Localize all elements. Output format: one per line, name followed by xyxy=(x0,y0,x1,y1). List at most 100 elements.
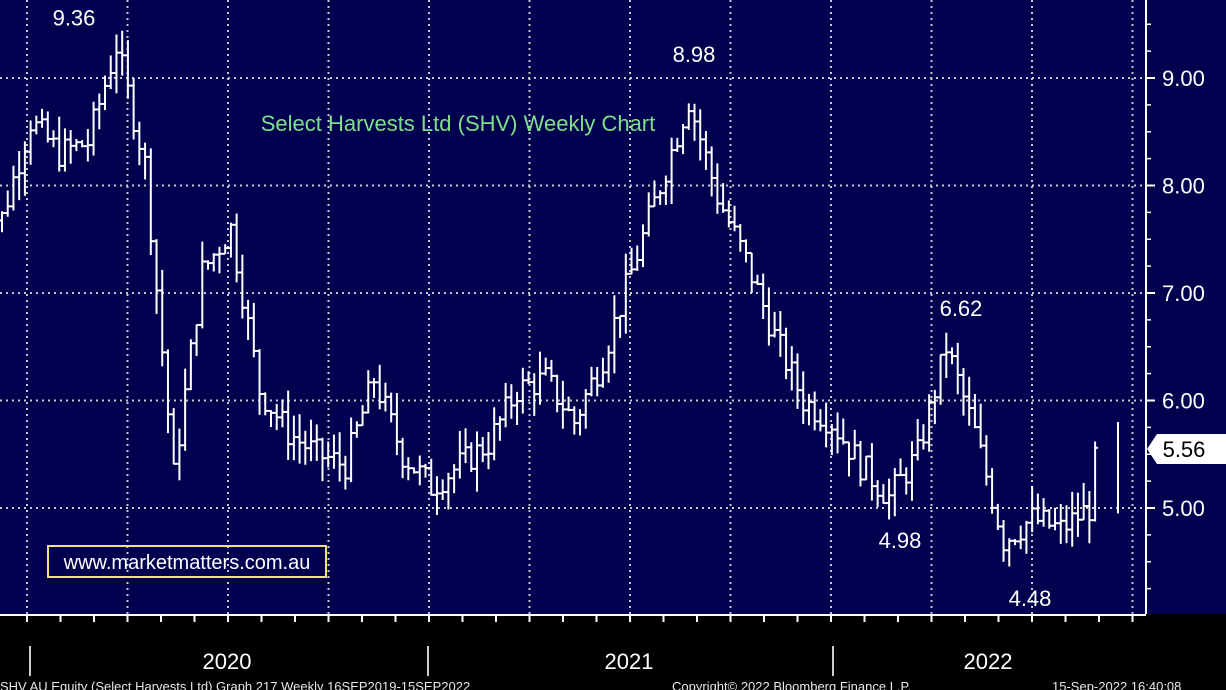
ohlc-bar xyxy=(737,224,744,252)
ohlc-bar xyxy=(21,141,28,196)
ohlc-bar xyxy=(1034,493,1041,525)
ohlc-bar xyxy=(868,443,875,501)
ohlc-bar xyxy=(920,424,927,450)
price-annotation: 4.98 xyxy=(879,528,922,553)
ohlc-bar xyxy=(657,190,664,205)
ohlc-bar xyxy=(639,224,646,268)
ohlc-bar xyxy=(1029,485,1036,533)
watermark-link[interactable]: www.marketmatters.com.au xyxy=(63,552,311,574)
ohlc-bar xyxy=(1000,519,1007,562)
ohlc-bar xyxy=(502,382,509,428)
price-annotation: 8.98 xyxy=(673,42,716,67)
ohlc-bar xyxy=(577,409,584,436)
ohlc-bar xyxy=(645,192,652,237)
ohlc-bar xyxy=(720,183,727,213)
ohlc-bar xyxy=(548,359,555,382)
ohlc-bar xyxy=(891,467,898,517)
ohlc-bar xyxy=(193,323,200,356)
ohlc-bar xyxy=(971,393,978,429)
ohlc-bar xyxy=(205,260,212,270)
ohlc-bar xyxy=(994,503,1001,531)
ohlc-bar xyxy=(926,394,933,452)
ohlc-bar xyxy=(182,368,189,451)
ohlc-bar xyxy=(222,244,229,255)
ohlc-bar xyxy=(508,384,515,419)
ohlc-bar xyxy=(456,430,463,479)
ohlc-bar xyxy=(914,419,921,461)
ohlc-bar xyxy=(445,472,452,510)
ohlc-bar xyxy=(124,40,131,99)
ohlc-bar xyxy=(210,253,217,272)
ohlc-bar xyxy=(874,480,881,508)
ohlc-bar xyxy=(531,373,538,416)
ohlc-bar xyxy=(1057,503,1064,544)
ohlc-bar xyxy=(399,437,406,479)
ohlc-bar xyxy=(805,393,812,426)
ohlc-bar xyxy=(61,128,68,172)
ohlc-bar xyxy=(348,417,355,483)
ohlc-bar xyxy=(611,295,618,374)
ohlc-bar xyxy=(405,457,412,481)
ohlc-bar xyxy=(216,246,223,274)
ohlc-bar xyxy=(1006,538,1013,567)
ohlc-bar xyxy=(777,311,784,357)
ohlc-bar xyxy=(342,455,349,490)
ohlc-bar xyxy=(79,140,86,148)
ohlc-bar xyxy=(16,151,23,201)
ohlc-bar xyxy=(514,391,521,425)
y-axis: 5.00 6.00 7.00 8.00 9.00 xyxy=(1145,0,1205,614)
ohlc-bar xyxy=(96,93,103,130)
ohlc-bar xyxy=(468,442,475,473)
ohlc-bar xyxy=(1046,509,1053,529)
ohlc-bar xyxy=(594,366,601,397)
ohlc-bar xyxy=(227,222,234,258)
ohlc-bar xyxy=(491,407,498,461)
ohlc-bar xyxy=(697,109,704,161)
ohlc-bar xyxy=(267,409,274,428)
ohlc-bar xyxy=(954,342,961,395)
ohlc-bar xyxy=(863,455,870,481)
ohlc-bar xyxy=(433,476,440,515)
ohlc-bar xyxy=(0,211,5,233)
ohlc-bar xyxy=(330,434,337,469)
ohlc-bar xyxy=(886,478,893,520)
ohlc-bar xyxy=(536,351,543,405)
ohlc-bar xyxy=(966,376,973,426)
ohlc-bar xyxy=(39,108,46,128)
ohlc-bar xyxy=(1086,491,1093,544)
ohlc-bar xyxy=(931,389,938,425)
ohlc-bar xyxy=(33,115,40,135)
ohlc-bar xyxy=(834,412,841,454)
last-price-label: 5.56 xyxy=(1163,437,1206,462)
x-tick-label: 2021 xyxy=(605,649,654,674)
last-price-tag: 5.56 xyxy=(1147,434,1226,464)
ohlc-bar xyxy=(702,130,709,170)
price-annotation: 9.36 xyxy=(53,5,96,30)
ohlc-bar xyxy=(897,458,904,477)
ohlc-bar xyxy=(302,430,309,465)
x-tick-label: 2020 xyxy=(203,649,252,674)
ohlc-bar xyxy=(262,392,269,416)
price-bars xyxy=(0,30,1119,567)
ohlc-bar xyxy=(800,371,807,424)
ohlc-bar xyxy=(565,396,572,412)
ohlc-bar xyxy=(136,121,143,166)
footer: SHV AU Equity (Select Harvests Ltd) Grap… xyxy=(0,680,1226,690)
ohlc-bar xyxy=(273,403,280,431)
ohlc-bar xyxy=(233,213,240,283)
y-tick-label: 6.00 xyxy=(1162,389,1205,414)
ohlc-bar xyxy=(908,441,915,501)
ohlc-bar xyxy=(708,146,715,197)
ohlc-bar xyxy=(691,103,698,141)
ohlc-bar xyxy=(525,371,532,385)
ohlc-bar xyxy=(823,402,830,448)
ohlc-bar xyxy=(628,247,635,275)
ohlc-bar xyxy=(903,467,910,495)
watermark-box[interactable]: www.marketmatters.com.au xyxy=(47,545,327,578)
ohlc-bar xyxy=(937,353,944,405)
ohlc-bar xyxy=(313,424,320,461)
ohlc-bar xyxy=(788,346,795,391)
ohlc-bar xyxy=(325,441,332,468)
grid xyxy=(0,0,1146,614)
